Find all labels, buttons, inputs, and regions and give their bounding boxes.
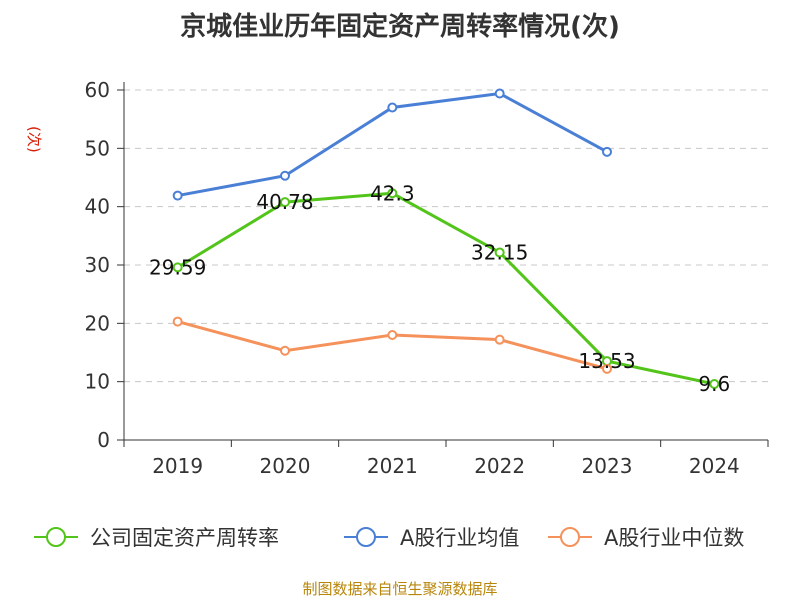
data-point	[494, 88, 505, 99]
legend-item-3: A股行业中位数	[548, 526, 744, 550]
data-point	[172, 316, 183, 327]
data-point	[709, 379, 720, 389]
legend-marker	[356, 527, 376, 547]
data-label: 13.53	[578, 349, 635, 373]
data-label: 40.78	[256, 190, 313, 214]
x-tick-label: 2021	[367, 454, 418, 478]
legend-label: A股行业均值	[400, 526, 519, 550]
data-point	[280, 197, 290, 208]
x-tick-label: 2019	[152, 454, 203, 478]
legend-marker	[560, 527, 580, 547]
data-point	[602, 363, 612, 374]
legend-marker	[46, 527, 66, 547]
y-tick-label: 60	[85, 78, 110, 102]
data-point	[494, 247, 505, 258]
data-point	[280, 345, 290, 356]
data-point	[172, 262, 183, 273]
data-label: 29.59	[149, 255, 206, 279]
legend-item-1: 公司固定资产周转率	[34, 526, 279, 550]
data-point	[387, 188, 398, 199]
data-point	[494, 334, 505, 345]
y-tick-label: 30	[85, 253, 110, 277]
x-tick-label: 2020	[260, 454, 311, 478]
x-tick-label: 2022	[474, 454, 525, 478]
y-tick-label: 50	[85, 136, 110, 160]
data-source-note: 制图数据来自恒生聚源数据库	[302, 580, 498, 598]
y-tick-label: 0	[97, 428, 110, 452]
chart-title: 京城佳业历年固定资产周转率情况(次)	[180, 12, 620, 42]
data-point	[387, 330, 398, 340]
data-point	[602, 146, 612, 157]
y-tick-label: 40	[85, 195, 110, 219]
data-label: 9.6	[698, 372, 730, 396]
data-label: 32.15	[471, 240, 528, 264]
x-tick-label: 2023	[582, 454, 633, 478]
legend-label: 公司固定资产周转率	[90, 526, 279, 550]
x-tick-label: 2024	[689, 454, 740, 478]
data-point	[387, 102, 398, 113]
data-label: 42.3	[370, 181, 415, 205]
legend-label: A股行业中位数	[604, 526, 744, 550]
legend-item-2: A股行业均值	[344, 526, 519, 550]
data-point	[172, 190, 183, 201]
data-point	[280, 170, 290, 181]
series-line-3	[177, 320, 608, 371]
y-tick-label: 10	[85, 370, 110, 394]
series-line-1	[176, 191, 715, 386]
y-tick-label: 20	[85, 311, 110, 335]
